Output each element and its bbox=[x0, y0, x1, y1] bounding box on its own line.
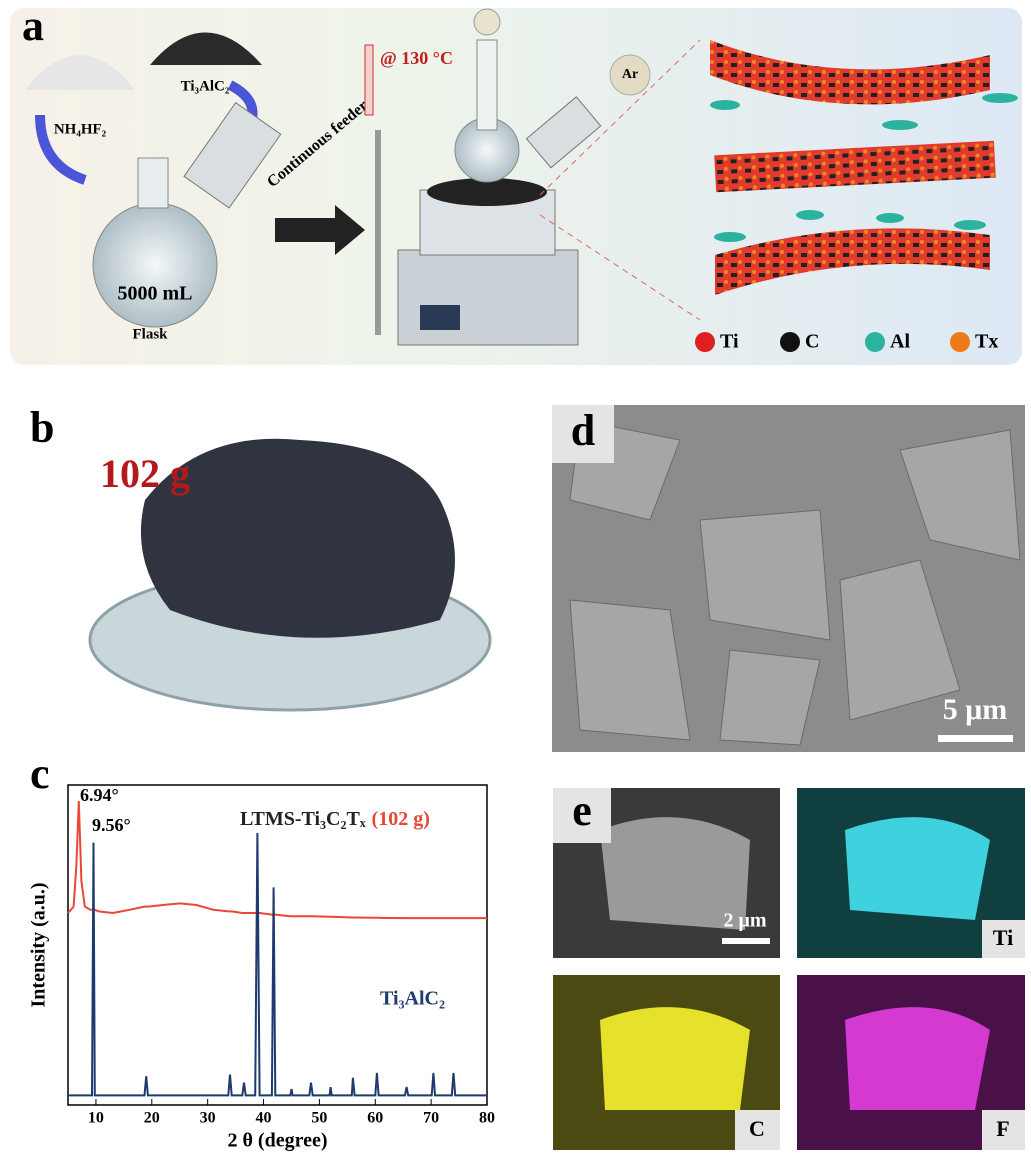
label-box bbox=[982, 1110, 1025, 1150]
bath-top bbox=[427, 178, 547, 206]
big-arrow bbox=[275, 205, 365, 255]
legend-marker bbox=[695, 332, 715, 352]
x-tick-label: 80 bbox=[479, 1110, 495, 1127]
peak-annotation: 6.94° bbox=[80, 785, 119, 805]
plot-frame bbox=[67, 784, 488, 1106]
legend-marker bbox=[950, 332, 970, 352]
temperature: @ 130 °C bbox=[380, 48, 453, 68]
label-box bbox=[552, 405, 614, 463]
scale-bar-label: 2 μm bbox=[724, 910, 767, 932]
peak-annotation: 9.56° bbox=[92, 815, 131, 835]
legend-label: Al bbox=[890, 331, 910, 353]
y-axis-label: Intensity (a.u.) bbox=[28, 882, 50, 1007]
panel-label: c bbox=[30, 749, 50, 798]
map-label: F bbox=[996, 1116, 1009, 1141]
label-box bbox=[553, 788, 611, 843]
sample bbox=[140, 438, 455, 638]
scale-bar bbox=[938, 735, 1013, 742]
volume: 5000 mL bbox=[118, 283, 193, 305]
label-box bbox=[735, 1110, 780, 1150]
scale-bar-label: 5 μm bbox=[943, 693, 1008, 726]
feeder bbox=[183, 101, 282, 209]
particle bbox=[600, 817, 750, 930]
scale-bar bbox=[722, 938, 770, 944]
map-signal bbox=[600, 1007, 750, 1110]
panel-label: a bbox=[22, 1, 44, 50]
legend-label: C bbox=[805, 331, 819, 353]
map-label: Ti bbox=[993, 925, 1013, 950]
label-box bbox=[982, 920, 1025, 958]
x-axis-label: 2 θ (degree) bbox=[227, 1130, 327, 1152]
series-line bbox=[68, 832, 487, 1097]
legend-marker bbox=[865, 332, 885, 352]
flask bbox=[92, 202, 218, 328]
flask-label: Flask bbox=[132, 326, 168, 342]
x-tick-label: 10 bbox=[88, 1110, 104, 1127]
x-tick-label: 20 bbox=[144, 1110, 160, 1127]
al-atoms bbox=[710, 93, 1018, 242]
x-tick-label: 60 bbox=[367, 1110, 383, 1127]
map-signal bbox=[845, 817, 990, 920]
panel-label: e bbox=[572, 786, 592, 835]
x-tick-label: 50 bbox=[311, 1110, 327, 1127]
legend-label: Ti bbox=[720, 331, 739, 353]
legend-label: Tx bbox=[975, 331, 998, 353]
display bbox=[420, 305, 460, 330]
arrow bbox=[35, 114, 87, 185]
gas: Ar bbox=[622, 67, 638, 82]
x-tick-label: 30 bbox=[200, 1110, 216, 1127]
x-tick-label: 70 bbox=[423, 1110, 439, 1127]
panel-label: b bbox=[30, 403, 54, 452]
reagent: NH₄HF₂ bbox=[54, 121, 107, 137]
x-tick-label: 40 bbox=[256, 1110, 272, 1127]
map-signal bbox=[845, 1007, 990, 1110]
series-note: (102 g) bbox=[372, 808, 430, 830]
feeder bbox=[525, 96, 602, 169]
sem-flakes bbox=[569, 419, 1021, 746]
flask-neck bbox=[137, 157, 169, 209]
series-name: LTMS-Ti₃C₂Tₓ bbox=[240, 808, 366, 830]
mxene-layer bbox=[710, 40, 990, 105]
legend-marker bbox=[780, 332, 800, 352]
powder bbox=[25, 55, 135, 90]
series-label: LTMS-Ti₃C₂Tₓ (102 g) bbox=[240, 808, 430, 830]
heater bbox=[397, 249, 579, 346]
panel-label: d bbox=[571, 406, 595, 455]
bubble bbox=[473, 8, 501, 36]
mxene-layer bbox=[714, 140, 996, 193]
map-label: C bbox=[749, 1116, 765, 1141]
reagent: Ti₃AlC₂ bbox=[181, 78, 230, 94]
zoom-line bbox=[539, 39, 701, 321]
condenser bbox=[476, 39, 498, 131]
gas-ball bbox=[609, 54, 651, 96]
series-line bbox=[67, 800, 487, 920]
mass: 102 g bbox=[100, 451, 190, 496]
stand bbox=[375, 130, 381, 335]
thermometer bbox=[364, 44, 374, 116]
mxene-layer bbox=[715, 228, 990, 295]
series-label: Ti₃AlC₂ bbox=[380, 988, 445, 1010]
powder bbox=[150, 32, 262, 65]
